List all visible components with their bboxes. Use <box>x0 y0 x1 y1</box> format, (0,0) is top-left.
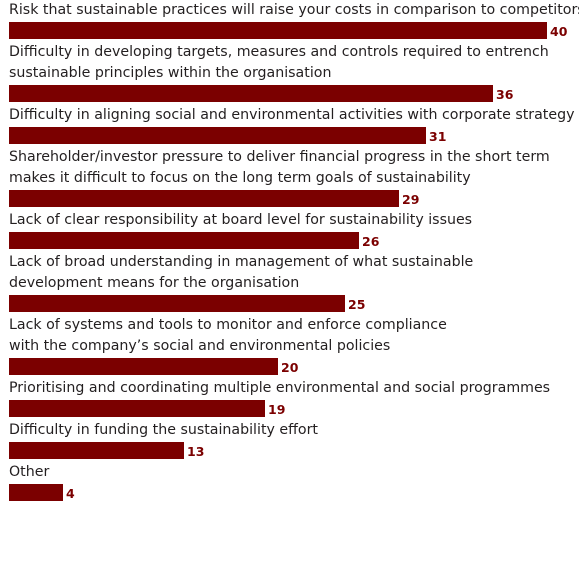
bar <box>9 85 493 102</box>
category-label-line: development means for the organisation <box>9 275 300 291</box>
category-label-line: Shareholder/investor pressure to deliver… <box>9 149 550 165</box>
bar <box>9 127 426 144</box>
category-label-line: with the company’s social and environmen… <box>9 338 391 354</box>
value-label: 13 <box>187 444 205 459</box>
category-label: Prioritising and coordinating multiple e… <box>9 378 579 399</box>
value-label: 31 <box>429 129 447 144</box>
category-label-line: Difficulty in aligning social and enviro… <box>9 107 575 123</box>
category-label: Difficulty in funding the sustainability… <box>9 420 579 441</box>
bar <box>9 358 278 375</box>
category-label: Lack of systems and tools to monitor and… <box>9 315 579 357</box>
category-label: Difficulty in aligning social and enviro… <box>9 105 579 126</box>
category-label-line: sustainable principles within the organi… <box>9 65 332 81</box>
category-label-line: Lack of broad understanding in managemen… <box>9 254 474 270</box>
bar <box>9 190 399 207</box>
category-label-line: Lack of clear responsibility at board le… <box>9 212 473 228</box>
category-label-line: Other <box>9 464 50 480</box>
category-label: Difficulty in developing targets, measur… <box>9 42 579 84</box>
category-label-line: Prioritising and coordinating multiple e… <box>9 380 551 396</box>
category-label: Other <box>9 462 579 483</box>
value-label: 4 <box>66 486 75 501</box>
category-label-line: Difficulty in developing targets, measur… <box>9 44 549 60</box>
value-label: 26 <box>362 234 380 249</box>
bar <box>9 232 359 249</box>
category-label: Risk that sustainable practices will rai… <box>9 0 579 21</box>
bar <box>9 442 184 459</box>
value-label: 29 <box>402 192 420 207</box>
value-label: 36 <box>496 87 514 102</box>
bar <box>9 400 265 417</box>
category-label: Shareholder/investor pressure to deliver… <box>9 147 579 189</box>
value-label: 19 <box>268 402 286 417</box>
category-label-line: Lack of systems and tools to monitor and… <box>9 317 447 333</box>
category-label: Lack of clear responsibility at board le… <box>9 210 579 231</box>
bar <box>9 295 345 312</box>
bar <box>9 484 63 501</box>
bar <box>9 22 547 39</box>
value-label: 25 <box>348 297 366 312</box>
category-label-line: Difficulty in funding the sustainability… <box>9 422 318 438</box>
value-label: 40 <box>550 24 568 39</box>
category-label-line: Risk that sustainable practices will rai… <box>9 2 579 18</box>
category-label: Lack of broad understanding in managemen… <box>9 252 579 294</box>
category-label-line: makes it difficult to focus on the long … <box>9 170 471 186</box>
value-label: 20 <box>281 360 299 375</box>
